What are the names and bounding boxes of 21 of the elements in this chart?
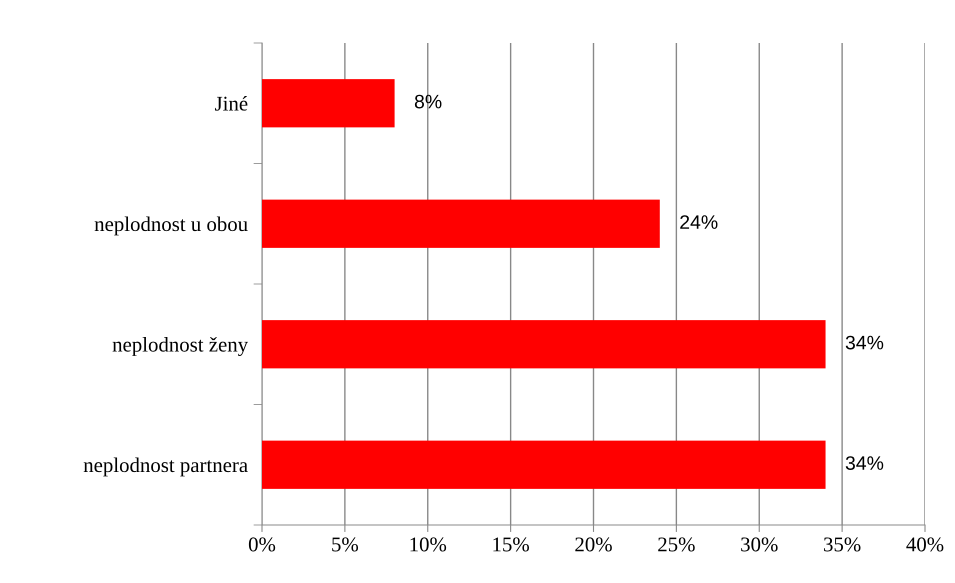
data-label: 34% xyxy=(846,456,884,470)
y-tick-label: neplodnost partnera xyxy=(84,458,248,476)
y-tick-label: neplodnost u obou xyxy=(94,216,248,236)
bar xyxy=(262,200,660,248)
data-label: 34% xyxy=(846,336,884,350)
bar xyxy=(262,320,826,368)
x-tick-label: 15% xyxy=(493,537,530,552)
data-label: 24% xyxy=(680,215,718,229)
data-label: 8% xyxy=(414,94,442,108)
bar xyxy=(262,440,826,489)
x-tick-label: 35% xyxy=(824,537,861,552)
x-tick-label: 40% xyxy=(906,537,944,552)
x-tick-label: 20% xyxy=(575,537,612,552)
x-tick-label: 10% xyxy=(410,537,446,552)
x-tick-label: 30% xyxy=(741,537,778,552)
x-tick-label: 25% xyxy=(658,537,695,552)
y-tick-label: Jiné xyxy=(214,96,248,111)
x-tick-label: 5% xyxy=(332,537,358,552)
x-tick-label: 0% xyxy=(248,537,276,552)
bar xyxy=(262,79,395,128)
y-tick-label: neplodnost ženy xyxy=(112,337,248,356)
